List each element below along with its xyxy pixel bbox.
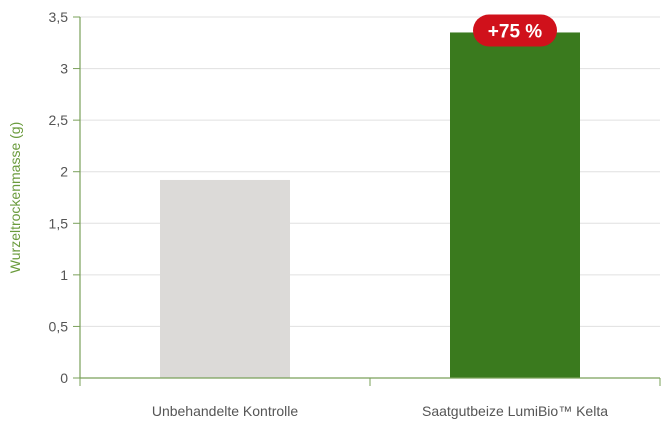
y-tick-label: 1	[60, 267, 68, 283]
y-tick-label: 1,5	[49, 215, 69, 231]
y-tick-label: 2,5	[49, 112, 69, 128]
y-tick-label: 0,5	[49, 318, 69, 334]
y-tick-label: 3,5	[49, 9, 69, 25]
y-tick-label: 2	[60, 164, 68, 180]
increase-badge: +75 %	[473, 14, 557, 47]
bar-control	[160, 179, 290, 378]
badge-background	[473, 14, 557, 47]
y-tick-label: 0	[60, 370, 68, 386]
x-tick-label: Saatgutbeize LumiBio™ Kelta	[422, 403, 608, 419]
y-tick-label: 3	[60, 61, 68, 77]
bar-treatment	[450, 32, 580, 378]
bars	[160, 32, 580, 378]
y-axis-label: Wurzeltrockenmasse (g)	[7, 122, 23, 273]
x-tick-label: Unbehandelte Kontrolle	[152, 403, 299, 419]
labels: 0 0,5 1 1,5 2 2,5 3 3,5 Unbehandelte Kontrolle Sa…	[49, 9, 609, 419]
axes	[73, 16, 661, 386]
badge-label: +75 %	[488, 21, 543, 42]
